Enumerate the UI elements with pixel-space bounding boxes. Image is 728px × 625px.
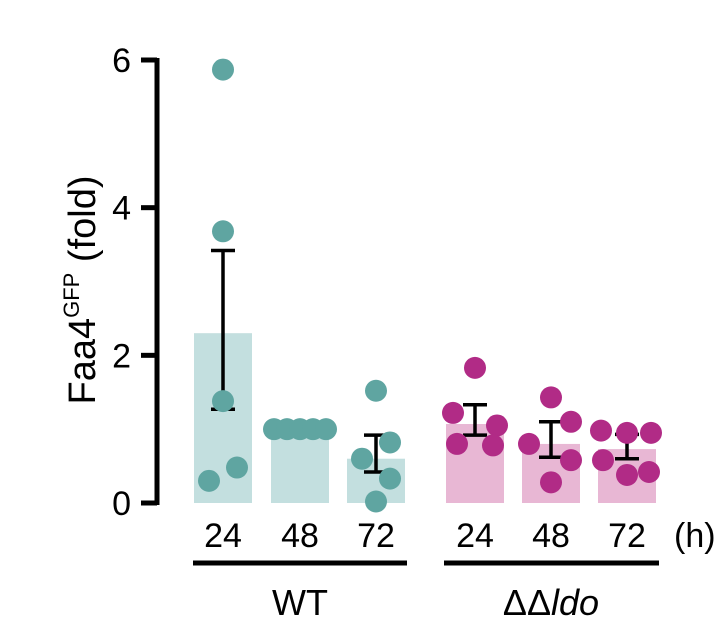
data-point-ldo-72 xyxy=(590,419,612,442)
data-point-ldo-24 xyxy=(442,401,464,424)
data-point-ldo-72 xyxy=(616,421,638,444)
data-point-wt-24 xyxy=(212,58,234,81)
x-axis-labels: 24 48 72 24 48 72 xyxy=(204,517,646,555)
data-point-ldo-72 xyxy=(638,460,660,483)
data-point-ldo-48 xyxy=(518,432,540,455)
y-tick-label: 4 xyxy=(112,190,131,228)
data-point-ldo-72 xyxy=(640,421,662,444)
data-point-wt-24 xyxy=(226,456,248,479)
data-point-ldo-48 xyxy=(540,386,562,409)
y-tick-label: 6 xyxy=(112,42,131,80)
data-point-ldo-24 xyxy=(464,356,486,379)
data-point-wt-24 xyxy=(212,390,234,413)
x-tick-label: 48 xyxy=(532,517,570,555)
x-axis-unit-label: (h) xyxy=(674,517,716,555)
x-tick-label: 24 xyxy=(204,517,242,555)
x-tick-label: 24 xyxy=(456,517,494,555)
data-points-layer xyxy=(198,58,662,513)
x-tick-label: 72 xyxy=(608,517,646,555)
y-axis-label: Faa4GFP (fold) xyxy=(59,176,104,405)
data-point-ldo-48 xyxy=(560,449,582,472)
data-point-wt-24 xyxy=(198,469,220,492)
data-point-wt-24 xyxy=(212,220,234,243)
bar-wt-48 xyxy=(271,429,329,503)
data-point-wt-72 xyxy=(351,447,373,470)
data-point-wt-72 xyxy=(365,379,387,402)
data-point-wt-72 xyxy=(379,467,401,490)
data-point-wt-72 xyxy=(379,431,401,454)
data-point-wt-48 xyxy=(315,418,337,441)
x-tick-label: 72 xyxy=(357,517,395,555)
data-point-ldo-24 xyxy=(482,434,504,457)
error-bar-ldo-24 xyxy=(463,403,487,437)
group-label-wt: WT xyxy=(272,582,328,623)
data-point-ldo-24 xyxy=(446,432,468,455)
y-axis: 0 2 4 6 xyxy=(112,42,160,523)
error-bar-ldo-48 xyxy=(539,420,563,459)
x-tick-label: 48 xyxy=(281,517,319,555)
data-point-ldo-72 xyxy=(616,463,638,486)
data-point-ldo-48 xyxy=(540,471,562,494)
y-tick-label: 2 xyxy=(112,337,131,375)
data-point-ldo-48 xyxy=(560,410,582,433)
data-point-ldo-72 xyxy=(592,449,614,472)
group-label-ldo: ΔΔldo xyxy=(503,582,599,623)
data-point-ldo-24 xyxy=(486,414,508,437)
bars-layer xyxy=(194,333,656,503)
data-point-wt-72 xyxy=(365,490,387,513)
y-tick-label: 0 xyxy=(112,485,131,523)
